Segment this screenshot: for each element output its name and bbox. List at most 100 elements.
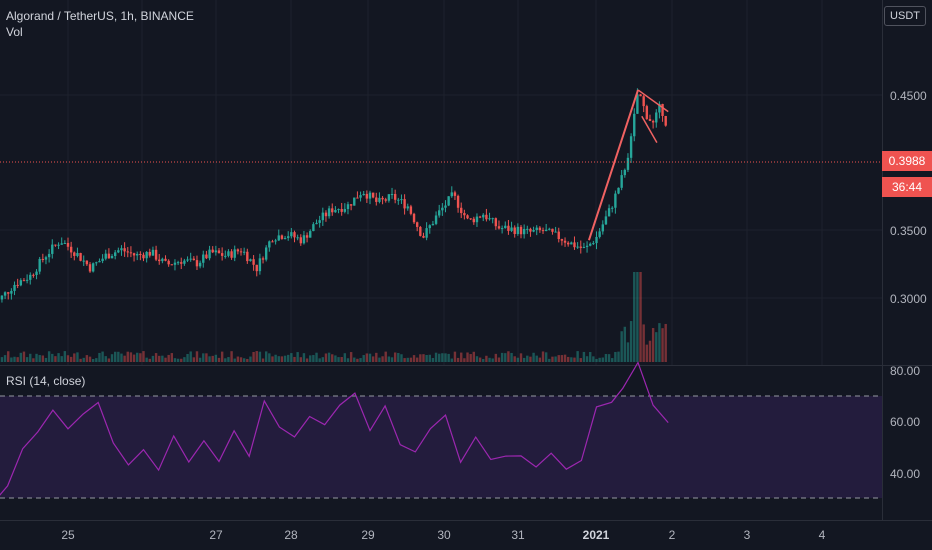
volume-bar (636, 272, 639, 362)
volume-bar (617, 351, 620, 362)
candle-body (287, 236, 290, 238)
rsi-axis[interactable]: 80.00 60.00 40.00 (890, 364, 920, 481)
volume-bar (255, 351, 258, 362)
candle-body (585, 245, 589, 247)
volume-bar (488, 357, 491, 362)
time-tick: 2 (669, 528, 676, 542)
volume-bar (299, 357, 302, 362)
candle-body (384, 199, 387, 201)
time-tick: 27 (209, 528, 223, 542)
candle-body (296, 237, 299, 239)
candle-body (576, 246, 579, 248)
volume-bar (95, 358, 98, 362)
candle-body (642, 96, 645, 107)
candle-body (551, 228, 554, 232)
volume-bar (104, 356, 107, 362)
volume-bar (529, 356, 532, 362)
candle-body (126, 251, 129, 253)
candle-body (202, 254, 205, 263)
candle-body (154, 249, 158, 260)
candle-body (183, 260, 186, 264)
candle-body (123, 248, 126, 252)
volume-bar (142, 351, 145, 362)
candle-body (148, 251, 151, 256)
currency-button[interactable]: USDT (884, 6, 926, 26)
candle-body (397, 199, 400, 201)
time-axis[interactable]: 25 27 28 29 30 31 2021 2 3 4 (61, 528, 825, 542)
candle-body (412, 213, 416, 223)
volume-bar (444, 353, 447, 362)
volume-bar (220, 351, 224, 362)
volume-bar (101, 351, 104, 362)
candle-body (463, 213, 466, 216)
candle-body (541, 230, 545, 232)
volume-bar (629, 321, 633, 362)
volume-bar (576, 351, 579, 362)
candle-body (60, 243, 63, 245)
volume-bar (397, 352, 400, 362)
candle-body (224, 255, 227, 257)
drawings[interactable] (587, 89, 669, 241)
volume-bar (258, 351, 262, 362)
volume-bar (271, 356, 274, 362)
candle-body (110, 255, 114, 259)
volume-bar (29, 353, 32, 362)
volume-bar (47, 351, 51, 362)
volume-bar (579, 358, 582, 362)
volume-bar (469, 354, 472, 362)
volume-bar (375, 352, 378, 362)
candle-body (614, 193, 617, 208)
flag-channel-line (637, 89, 669, 113)
volume-bar (44, 357, 48, 362)
candle-body (617, 187, 620, 194)
volume-legend[interactable]: Vol (6, 25, 23, 39)
volume-bar (378, 357, 381, 362)
volume-bar (658, 323, 661, 362)
volume-bar (463, 358, 466, 362)
volume-bar (447, 353, 450, 362)
volume-bar (164, 357, 167, 362)
volume-bar (500, 352, 504, 362)
volume-bar (589, 352, 592, 362)
candle-body (258, 258, 262, 272)
volume-bar (415, 357, 419, 362)
price-axis[interactable]: 0.4500 0.3500 0.3000 (890, 89, 927, 306)
candle-body (331, 208, 334, 213)
candle-body (170, 264, 174, 266)
candle-body (113, 252, 117, 256)
rsi-tick: 40.00 (890, 467, 920, 481)
volume-bar (595, 358, 598, 362)
candle-body (592, 243, 595, 245)
candle-body (639, 94, 642, 97)
time-tick: 31 (511, 528, 525, 542)
volume-bar (557, 355, 560, 362)
candle-body (475, 216, 479, 223)
candle-body (409, 206, 413, 214)
volume-bar (242, 358, 246, 362)
candle-body (129, 252, 133, 254)
candle-body (44, 257, 48, 260)
volume-bar (526, 355, 529, 362)
volume-bar (180, 358, 183, 362)
candle-body (450, 192, 453, 197)
candle-body (161, 258, 164, 262)
symbol-legend[interactable]: Algorand / TetherUS, 1h, BINANCE (6, 9, 194, 23)
candle-body (142, 254, 145, 259)
volume-bar (224, 358, 227, 362)
candle-body (239, 251, 243, 253)
rsi-tick: 60.00 (890, 415, 920, 429)
volume-bar (371, 356, 375, 362)
volume-bar (651, 328, 655, 362)
candle-body (601, 224, 604, 232)
volume-bar (63, 351, 67, 362)
candle-body (378, 197, 381, 202)
candle-body (658, 103, 661, 113)
volume-bar (107, 358, 111, 362)
volume-bar (633, 272, 636, 362)
rsi-legend[interactable]: RSI (14, close) (6, 374, 86, 388)
volume-bar (230, 351, 233, 362)
candle-body (261, 258, 265, 260)
candle-body (139, 253, 142, 255)
volume-bar (129, 352, 133, 362)
